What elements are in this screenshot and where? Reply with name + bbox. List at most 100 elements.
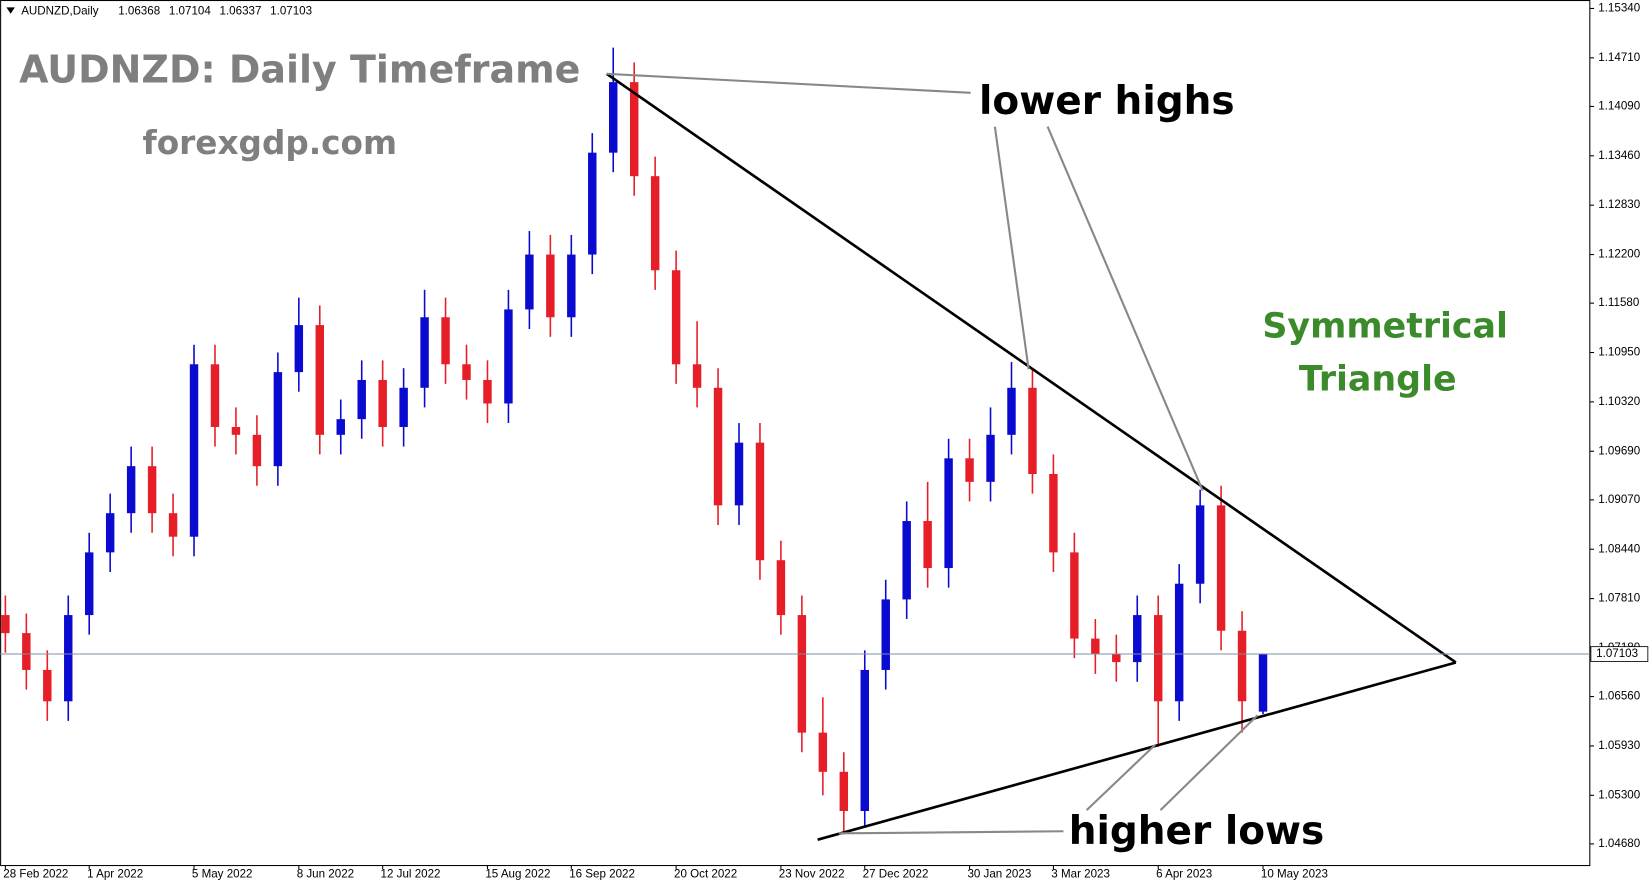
y-tick-label: 1.04680 xyxy=(1598,837,1640,850)
y-tick-label: 1.10950 xyxy=(1598,346,1640,359)
x-tick-label: 3 Mar 2023 xyxy=(1051,868,1110,881)
candle-body xyxy=(860,669,869,812)
header-value: 1.06337 xyxy=(220,5,262,18)
annotation: Symmetrical xyxy=(1262,307,1508,347)
candle-body xyxy=(1028,387,1037,475)
x-tick-label: 20 Oct 2022 xyxy=(674,868,737,881)
candle-body xyxy=(462,364,471,380)
candle-body xyxy=(734,442,744,506)
pointer xyxy=(606,72,971,94)
candle-body xyxy=(1216,505,1226,631)
x-tick-label: 28 Feb 2022 xyxy=(3,868,68,881)
candle-body xyxy=(797,615,807,733)
candle-body xyxy=(629,82,639,177)
x-tick-label: 6 Apr 2023 xyxy=(1156,868,1212,881)
candle-body xyxy=(441,317,450,365)
candle-body xyxy=(378,379,387,427)
x-tick-label: 8 Jun 2022 xyxy=(297,868,354,881)
candle-body xyxy=(986,434,995,482)
candle-body xyxy=(294,325,304,373)
x-tick-label: 10 May 2023 xyxy=(1261,868,1328,881)
candle-body xyxy=(22,633,31,670)
candle-body xyxy=(105,513,115,553)
candle-body xyxy=(818,732,828,772)
candle-body xyxy=(1,615,10,634)
candle-body xyxy=(315,325,325,435)
candle-body xyxy=(84,552,94,616)
candle-body xyxy=(336,419,345,435)
candle-body xyxy=(1153,615,1163,702)
candle-body xyxy=(252,434,262,467)
candle-body xyxy=(1070,552,1079,639)
candle-body xyxy=(965,458,974,482)
header-value: 1.06368 xyxy=(118,5,160,18)
header-value: 1.07104 xyxy=(169,5,211,18)
upper-trendline xyxy=(605,72,1457,664)
candle-body xyxy=(525,254,534,310)
x-tick-label: 30 Jan 2023 xyxy=(967,868,1031,881)
candle-body xyxy=(126,466,136,514)
candle-body xyxy=(189,364,199,537)
candle-body xyxy=(588,152,597,255)
candle-body xyxy=(1049,474,1058,553)
x-tick-label: 12 Jul 2022 xyxy=(381,868,441,881)
candle-body xyxy=(546,254,555,318)
x-tick-label: 23 Nov 2022 xyxy=(779,868,845,881)
candle-body xyxy=(609,82,618,153)
pointer xyxy=(1159,714,1259,811)
candle-body xyxy=(1174,583,1184,702)
candle-body xyxy=(1237,630,1247,702)
y-tick-label: 1.07810 xyxy=(1598,592,1640,605)
candle-body xyxy=(1112,654,1121,663)
candle-body xyxy=(713,387,723,506)
candle-body xyxy=(1007,387,1016,435)
y-tick-label: 1.11580 xyxy=(1598,296,1639,309)
y-tick-label: 1.09690 xyxy=(1598,444,1640,457)
candle-body xyxy=(420,317,429,388)
candle-body xyxy=(168,513,178,537)
x-tick-label: 16 Sep 2022 xyxy=(569,868,635,881)
candle-body xyxy=(399,387,408,427)
candle-body xyxy=(273,372,283,467)
pointer-lines xyxy=(606,72,1259,835)
candle-body xyxy=(881,599,890,670)
y-tick-label: 1.06560 xyxy=(1598,690,1640,703)
candle-body xyxy=(567,254,576,318)
menu-arrow xyxy=(6,7,15,14)
y-tick-label: 1.10320 xyxy=(1598,395,1640,408)
price-label-box xyxy=(1590,646,1649,662)
chart-subtitle: forexgdp.com xyxy=(143,124,398,162)
candle-body xyxy=(671,270,681,365)
y-tick-label: 1.08440 xyxy=(1598,542,1640,555)
header-value: 1.07103 xyxy=(270,5,312,18)
annotation: lower highs xyxy=(979,79,1235,124)
candle-body xyxy=(1091,638,1100,655)
y-tick-label: 1.14710 xyxy=(1598,51,1640,64)
header-values: 1.06368 1.07104 1.06337 1.07103 xyxy=(118,5,312,18)
candle-body xyxy=(1195,505,1205,584)
x-tick-label: 1 Apr 2022 xyxy=(87,868,143,881)
pointer xyxy=(993,126,1030,370)
y-tick-label: 1.09070 xyxy=(1598,493,1640,506)
symbol-label: AUDNZD,Daily xyxy=(21,5,98,18)
x-tick-label: 5 May 2022 xyxy=(192,868,253,881)
annotation: Triangle xyxy=(1299,359,1457,399)
candle-body xyxy=(923,521,932,569)
candle-body xyxy=(43,669,52,702)
candle-body xyxy=(483,379,492,404)
candle-body xyxy=(692,364,702,388)
y-tick-label: 1.12200 xyxy=(1598,248,1640,261)
candle-body xyxy=(231,426,241,435)
candle-body xyxy=(755,442,765,561)
pointer xyxy=(1046,126,1204,491)
x-tick-label: 27 Dec 2022 xyxy=(863,868,929,881)
candle-body xyxy=(64,615,73,702)
y-tick-label: 1.12830 xyxy=(1598,198,1640,211)
candle-body xyxy=(650,176,660,271)
candle-body xyxy=(902,521,911,600)
candle-body xyxy=(504,309,513,404)
candle-body xyxy=(944,458,953,569)
x-tick-label: 15 Aug 2022 xyxy=(485,868,550,881)
